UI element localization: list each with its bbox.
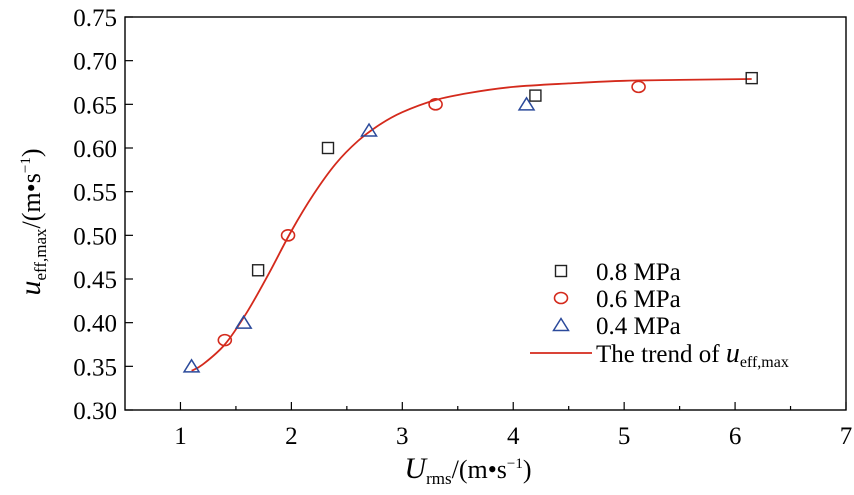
data-point-square [745,71,758,85]
y-axis-title-unit: /(m•s [17,173,46,228]
x-axis-title-unit: /(m•s [452,455,507,484]
data-point-square [529,89,542,102]
legend-marker-square [554,264,568,278]
y-axis-title-unit-sup: −1 [18,157,34,173]
y-tick-label: 0.30 [73,398,117,425]
data-point-triangle [234,314,253,329]
x-tick-label: 2 [285,423,298,450]
y-tick-label: 0.55 [73,180,117,207]
legend-marker-triangle [552,317,570,332]
data-points [182,71,758,373]
trend-line [191,78,752,372]
legend-trend-sub: eff,max [740,354,789,371]
x-axis-title-sub: rms [426,469,452,488]
plot-frame [124,16,847,411]
y-tick-label: 0.45 [73,267,117,294]
y-axis-title: ueff,max/(m•s−1) [14,148,50,295]
y-axis-ticks: 0.30 0.35 0.40 0.45 0.50 0.55 0.60 0.65 0.70 0.75 [73,5,133,425]
plot-border [124,16,847,411]
legend-label: 0.6 MPa [596,286,681,313]
x-axis-title-main: U [404,452,428,485]
data-point-circle [217,333,233,347]
y-tick-label: 0.75 [73,5,117,32]
data-point-triangle [182,358,201,373]
x-tick-label: 6 [729,423,742,450]
legend-marker-circle [553,291,569,305]
x-tick-label: 7 [840,423,853,450]
y-axis-title-unit-end: ) [17,148,46,157]
y-axis-title-main: u [14,281,47,296]
y-tick-label: 0.65 [73,92,117,119]
data-point-square [251,264,265,277]
data-point-circle [631,80,646,94]
data-point-square [321,141,335,155]
y-tick-label: 0.50 [73,223,117,250]
y-tick-label: 0.40 [73,311,117,338]
legend-trend-label: The trend of ueff,max [596,338,789,371]
x-axis-title-unit-end: ) [523,455,532,484]
legend-label: 0.4 MPa [596,313,681,340]
data-point-circle [428,98,443,111]
data-point-triangle [360,122,378,137]
y-axis-title-sub: eff,max [31,228,50,281]
x-tick-label: 3 [396,423,409,450]
data-point-triangle [517,96,536,111]
y-tick-label: 0.60 [73,136,117,163]
x-axis-title: Urms/(m•s−1) [404,452,531,488]
x-axis-ticks: 1 2 3 4 5 6 7 [174,402,852,450]
y-tick-label: 0.70 [73,49,117,76]
x-tick-label: 4 [507,423,520,450]
trend-layer [191,78,752,372]
legend-label: 0.8 MPa [596,259,681,286]
x-axis-title-unit-sup: −1 [507,456,523,472]
x-tick-label: 1 [174,423,187,450]
y-tick-label: 0.35 [73,354,117,381]
x-tick-label: 5 [618,423,631,450]
legend-trend-main: u [726,338,740,369]
legend-trend-prefix: The trend of [596,341,726,368]
data-point-circle [280,229,296,242]
